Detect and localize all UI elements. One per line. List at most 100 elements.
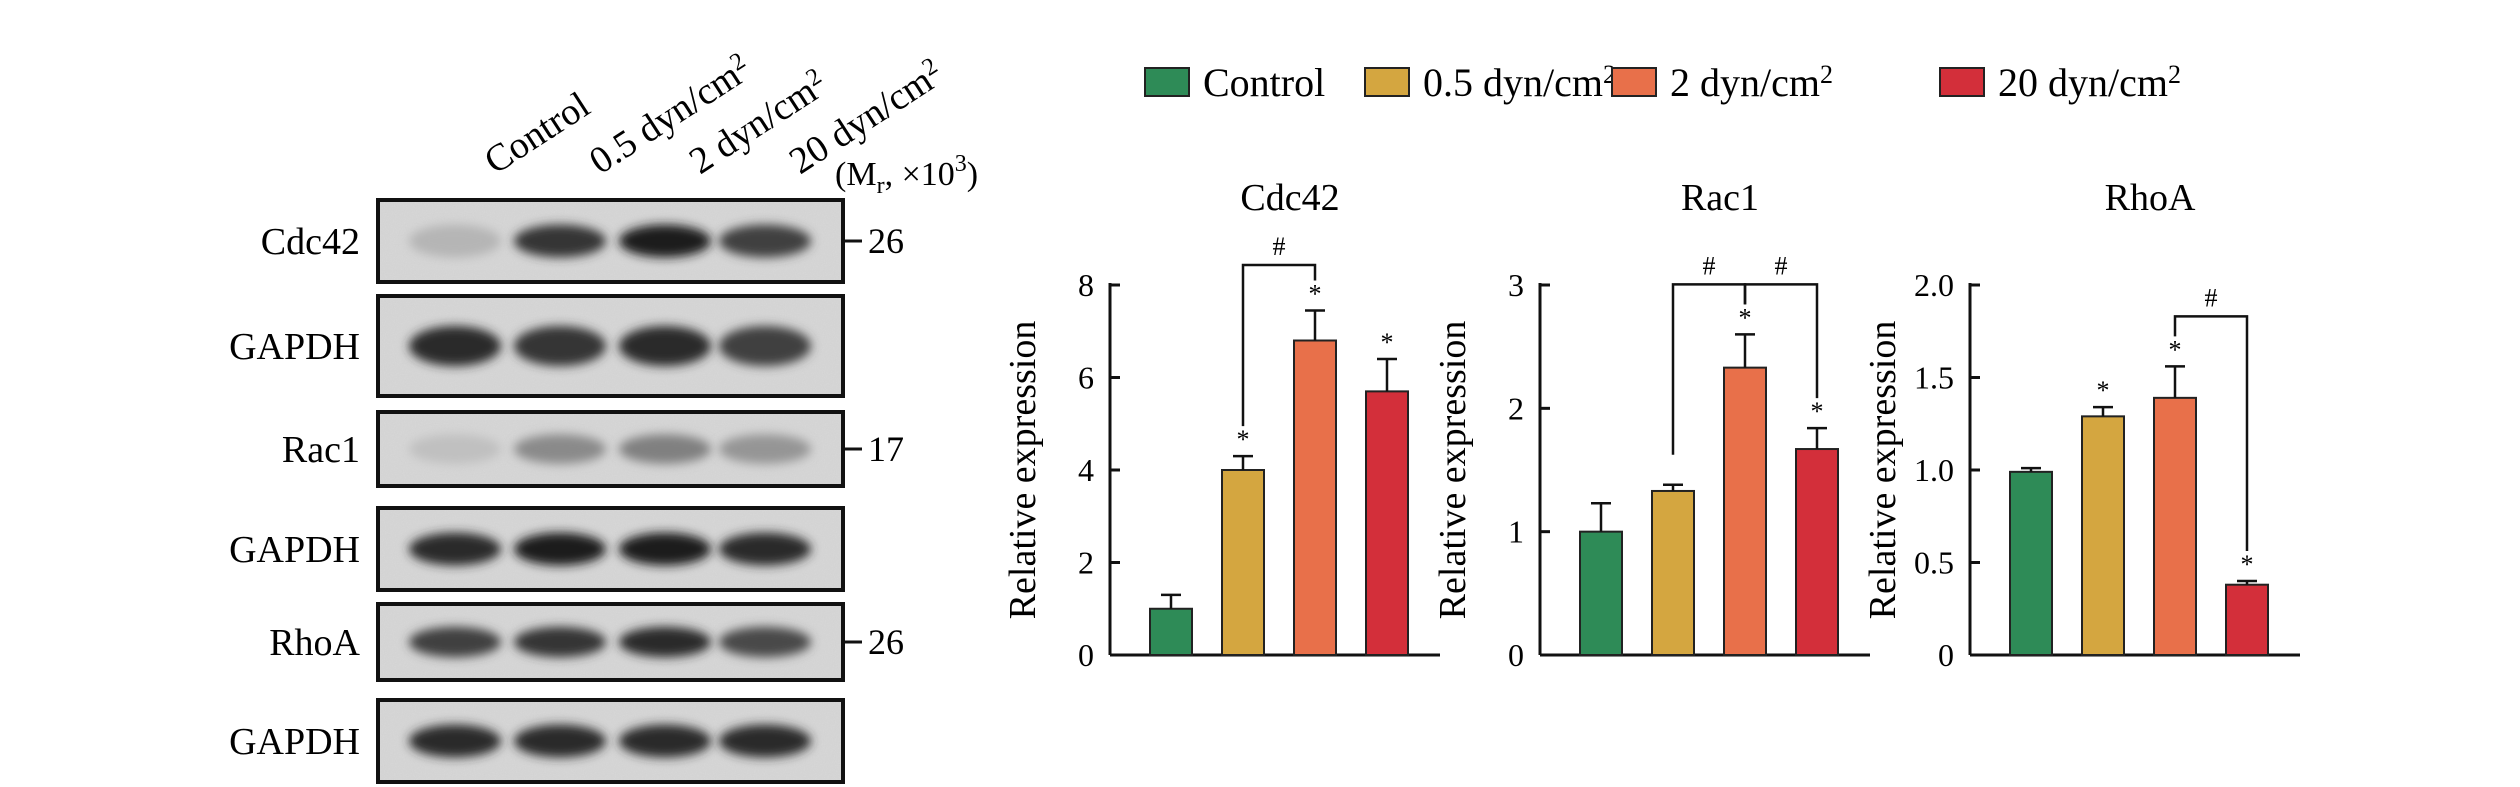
lane-label: Control xyxy=(477,84,597,182)
chart-title: RhoA xyxy=(2105,177,2196,219)
blot-rows: Cdc42 26 GAPDH Rac1 17 GAPDH RhoA 26 GAPDH xyxy=(229,198,904,784)
bar xyxy=(2153,396,2197,656)
legend-swatch xyxy=(1611,67,1657,97)
legend-swatch xyxy=(1364,67,1410,97)
blot-band xyxy=(514,626,606,658)
blot-band xyxy=(719,626,811,658)
mw-label: 17 xyxy=(868,429,904,469)
blot-frame xyxy=(376,198,845,284)
chart-0: Cdc42 Relative expression 0 2 4 6 8 * * * # xyxy=(1002,177,1440,673)
y-axis-title: Relative expression xyxy=(1862,321,1904,620)
blot-band xyxy=(409,724,501,758)
y-axis-title: Relative expression xyxy=(1002,321,1044,620)
blot-row: GAPDH xyxy=(229,294,845,398)
y-tick-label: 1.5 xyxy=(1914,360,1954,396)
y-tick-label: 0.5 xyxy=(1914,545,1954,581)
blot-band xyxy=(409,532,501,566)
legend-item-0: Control xyxy=(1144,60,1325,105)
significance-bracket xyxy=(2173,315,2249,551)
legend-label: 20 dyn/cm2​ xyxy=(1998,60,2181,105)
bar xyxy=(1723,366,1767,656)
blot-row-label: GAPDH xyxy=(229,326,360,368)
blot-row-label: Cdc42 xyxy=(261,221,360,263)
blot-band xyxy=(514,224,606,258)
significance-star: * xyxy=(1309,279,1322,308)
legend-item-3: 20 dyn/cm2​ xyxy=(1939,60,2181,105)
blot-frame xyxy=(376,410,845,488)
mr-label: (Mr, ×103) xyxy=(835,151,978,199)
blot-row: Rac1 17 xyxy=(282,410,904,488)
blot-band xyxy=(719,532,811,566)
blot-frame xyxy=(376,698,845,784)
blot-band xyxy=(719,434,811,464)
y-tick-label: 0 xyxy=(1508,637,1524,673)
significance-bracket xyxy=(1743,283,1819,399)
bar xyxy=(1293,339,1337,656)
bar-charts: Cdc42 Relative expression 0 2 4 6 8 * * * # Rac1 Rel… xyxy=(1002,177,2300,673)
bar xyxy=(1579,530,1623,657)
significance-hash: # xyxy=(1273,232,1286,261)
blot-band xyxy=(619,434,711,464)
blot-frame xyxy=(376,506,845,592)
blot-band xyxy=(514,532,606,566)
legend-item-1: 0.5 dyn/cm2​ xyxy=(1364,60,1616,105)
y-tick-label: 2 xyxy=(1078,545,1094,581)
significance-hash: # xyxy=(1775,251,1788,280)
blot-band xyxy=(719,224,811,258)
bar xyxy=(2009,470,2053,656)
y-tick-label: 4 xyxy=(1078,452,1094,488)
bar xyxy=(1651,489,1695,657)
legend-label: 2 dyn/cm2​ xyxy=(1670,60,1833,105)
blot-band xyxy=(619,326,711,366)
legend-label: 0.5 dyn/cm2​ xyxy=(1423,60,1616,105)
legend-item-2: 2 dyn/cm2​ xyxy=(1611,60,1833,105)
bar xyxy=(1221,469,1265,656)
significance-star: * xyxy=(1381,328,1394,357)
bar xyxy=(2081,415,2125,656)
significance-hash: # xyxy=(2205,283,2218,312)
bar xyxy=(2225,583,2269,657)
significance-star: * xyxy=(2097,376,2110,405)
blot-band xyxy=(514,326,606,366)
significance-bracket xyxy=(1241,263,1317,427)
blot-band xyxy=(514,434,606,464)
y-tick-label: 3 xyxy=(1508,267,1524,303)
chart-2: RhoA Relative expression 0 0.5 1.0 1.5 2.0 * * * # xyxy=(1862,177,2300,673)
significance-star: * xyxy=(2241,550,2254,579)
blot-band xyxy=(409,626,501,658)
bar xyxy=(1365,390,1409,656)
blot-row: GAPDH xyxy=(229,506,845,592)
significance-star: * xyxy=(1237,425,1250,454)
blot-band xyxy=(619,626,711,658)
chart-1: Rac1 Relative expression 0 1 2 3 * * # # xyxy=(1432,177,1870,673)
y-tick-label: 6 xyxy=(1078,360,1094,396)
blot-frame xyxy=(376,602,845,682)
y-tick-label: 1 xyxy=(1508,514,1524,550)
blot-band xyxy=(619,724,711,758)
bar xyxy=(1149,607,1193,656)
significance-star: * xyxy=(1811,397,1824,426)
y-tick-label: 0 xyxy=(1938,637,1954,673)
chart-title: Rac1 xyxy=(1681,177,1759,219)
y-tick-label: 0 xyxy=(1078,637,1094,673)
legend: Control 0.5 dyn/cm2​ 2 dyn/cm2​ 20 dyn/cm2​ xyxy=(1144,60,2181,105)
blot-band xyxy=(619,532,711,566)
y-axis-title: Relative expression xyxy=(1432,321,1474,620)
blot-row-label: Rac1 xyxy=(282,429,360,471)
y-tick-label: 8 xyxy=(1078,267,1094,303)
blot-row-label: GAPDH xyxy=(229,721,360,763)
y-tick-label: 2 xyxy=(1508,390,1524,426)
significance-hash: # xyxy=(1703,251,1716,280)
blot-band xyxy=(719,724,811,758)
blot-frame xyxy=(376,294,845,398)
y-tick-label: 1.0 xyxy=(1914,452,1954,488)
bar xyxy=(1795,448,1839,656)
significance-star: * xyxy=(2169,335,2182,364)
blot-row: GAPDH xyxy=(229,698,845,784)
legend-swatch xyxy=(1144,67,1190,97)
mw-label: 26 xyxy=(868,622,904,662)
blot-row-label: RhoA xyxy=(269,622,360,664)
